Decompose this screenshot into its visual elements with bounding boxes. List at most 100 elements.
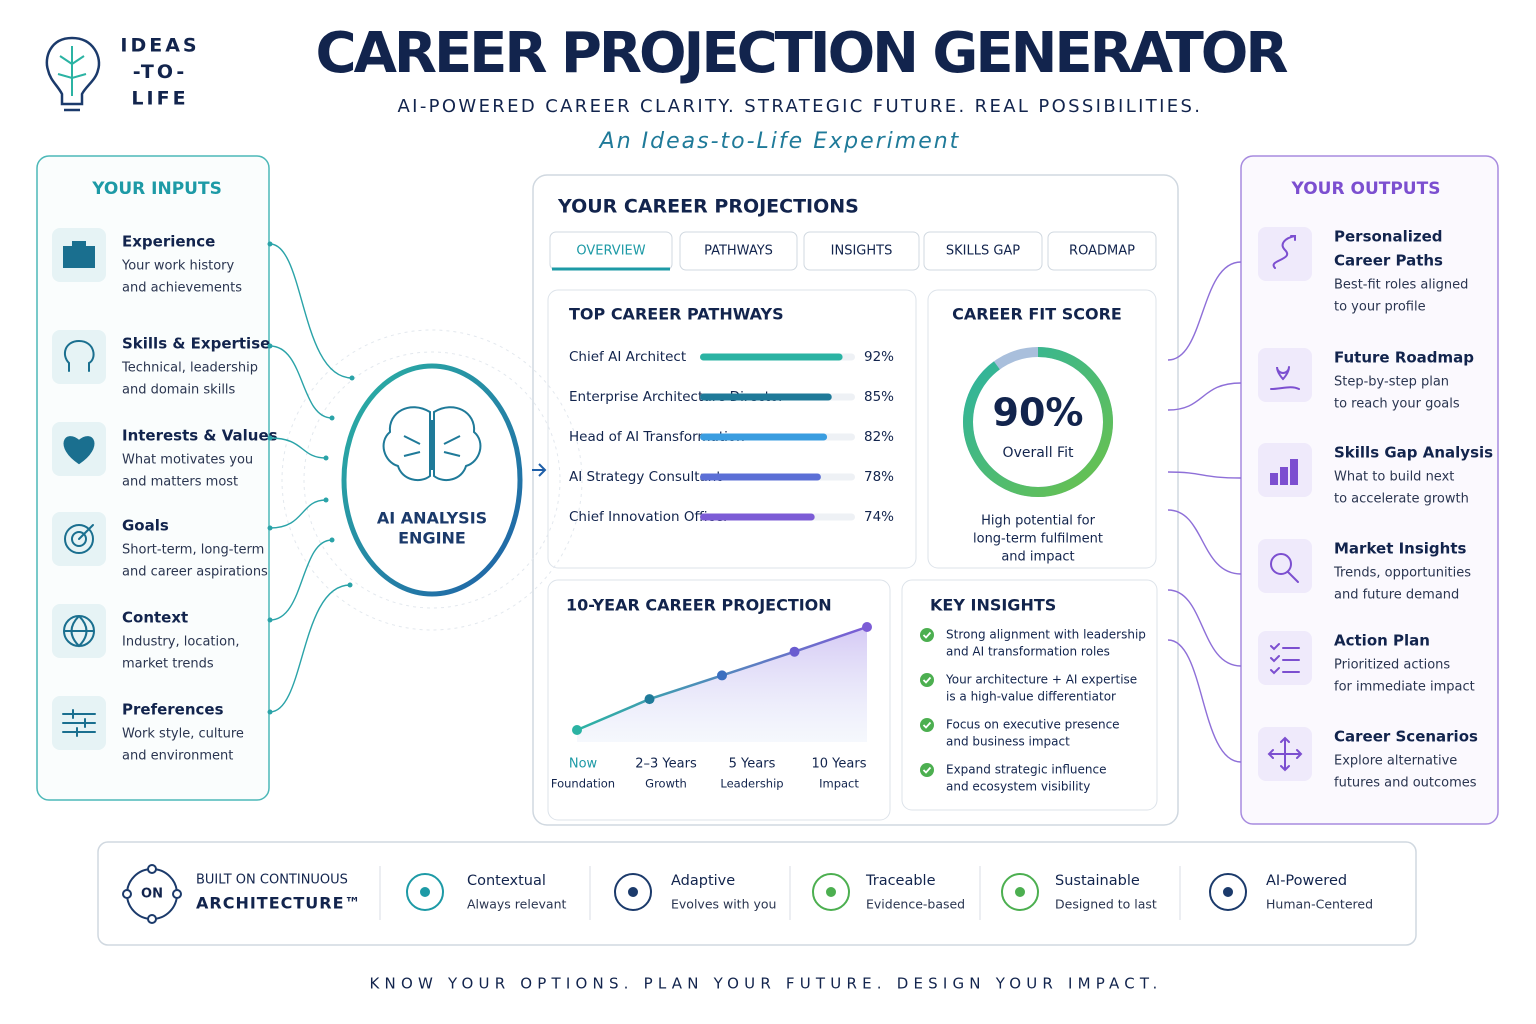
feature-icon-core	[1223, 887, 1233, 897]
output-desc: Trends, opportunities	[1333, 566, 1471, 581]
input-title: Context	[122, 609, 188, 627]
input-desc: Industry, location,	[122, 635, 239, 650]
pathway-name: Head of AI Transformation	[569, 429, 745, 445]
stage-label: 5 Years	[729, 757, 776, 772]
icon-box	[1258, 631, 1312, 685]
icon	[62, 615, 95, 648]
connector-dot	[329, 537, 335, 543]
subtitle: AI-POWERED CAREER CLARITY. STRATEGIC FUT…	[398, 96, 1203, 117]
engine-label: ENGINE	[398, 529, 466, 548]
projections-title: YOUR CAREER PROJECTIONS	[557, 196, 859, 218]
connector	[269, 539, 333, 621]
logo-icon	[45, 36, 101, 112]
insight-text: is a high-value differentiator	[946, 690, 1116, 704]
pathway-value: 74%	[864, 509, 894, 525]
input-desc: Your work history	[121, 259, 234, 274]
tab-label[interactable]: INSIGHTS	[831, 244, 893, 259]
feature-icon-core	[420, 887, 430, 897]
outputs-title: YOUR OUTPUTS	[1291, 179, 1441, 199]
connector-dot	[267, 343, 273, 349]
icon-box	[52, 330, 106, 384]
feature-desc: Designed to last	[1055, 897, 1157, 912]
icon	[1269, 553, 1299, 583]
tab-label[interactable]: ROADMAP	[1069, 244, 1135, 259]
feature-icon	[406, 873, 444, 911]
icon	[63, 339, 95, 372]
icon-box	[1258, 348, 1312, 402]
insights-title: KEY INSIGHTS	[930, 596, 1056, 615]
input-desc: market trends	[122, 657, 214, 672]
insights-card	[901, 579, 1158, 811]
fit-note: long-term fulfilment	[973, 532, 1103, 547]
connector	[1167, 261, 1242, 361]
output-desc: Best-fit roles aligned	[1334, 278, 1468, 293]
feature-icon-core	[826, 887, 836, 897]
fit-value: 90%	[993, 391, 1084, 435]
icon	[63, 241, 95, 268]
connector-dot	[329, 415, 335, 421]
badge-dot	[172, 889, 182, 899]
tagline: An Ideas-to-Life Experiment	[598, 129, 961, 154]
pathway-value: 92%	[864, 349, 894, 365]
engine	[281, 329, 583, 631]
badge-dot	[147, 914, 157, 924]
insight-text: Focus on executive presence	[946, 718, 1120, 732]
icon	[62, 709, 96, 737]
connector	[269, 584, 351, 713]
tab[interactable]	[923, 231, 1043, 271]
point	[644, 694, 655, 705]
output-desc: futures and outcomes	[1334, 776, 1477, 791]
output-desc: for immediate impact	[1334, 680, 1475, 695]
feature-icon-core	[1015, 887, 1025, 897]
feature-title: Contextual	[467, 873, 546, 889]
point	[717, 670, 727, 681]
connector-dot	[347, 582, 353, 588]
input-desc: Work style, culture	[122, 727, 244, 742]
output-desc: to reach your goals	[1334, 397, 1460, 412]
output-desc: Prioritized actions	[1334, 658, 1450, 673]
input-desc: Technical, leadership	[121, 361, 258, 376]
fit-card	[927, 289, 1157, 569]
badge-text: ON	[141, 887, 163, 902]
output-title: Skills Gap Analysis	[1334, 444, 1493, 462]
pathways-title: TOP CAREER PATHWAYS	[569, 305, 784, 324]
tab-label[interactable]: PATHWAYS	[704, 244, 773, 259]
connector-dot	[267, 617, 273, 623]
check	[920, 628, 934, 642]
feature-desc: Evolves with you	[671, 897, 776, 912]
output-desc: Explore alternative	[1334, 754, 1457, 769]
output-title: Career Paths	[1334, 252, 1443, 270]
icon	[1267, 736, 1303, 772]
tab[interactable]	[679, 231, 798, 271]
feature-title: AI-Powered	[1266, 873, 1347, 889]
input-desc: and environment	[122, 749, 233, 764]
tab-label[interactable]: OVERVIEW	[576, 244, 645, 259]
fit-caption: Overall Fit	[1003, 445, 1074, 461]
check	[920, 673, 934, 687]
point	[789, 646, 800, 657]
logo-text: LIFE	[131, 88, 188, 110]
connector	[269, 437, 327, 459]
pathway-name: Chief AI Architect	[569, 349, 686, 365]
footer-line: BUILT ON CONTINUOUS	[196, 873, 348, 888]
input-desc: and matters most	[122, 475, 238, 490]
bar	[700, 393, 832, 401]
icon	[1270, 459, 1298, 485]
fit-note: and impact	[1001, 550, 1074, 565]
tab-label[interactable]: SKILLS GAP	[946, 244, 1020, 259]
feature-icon	[1001, 873, 1039, 911]
ring-fill	[963, 347, 1113, 497]
point	[572, 725, 582, 735]
connector	[1167, 382, 1242, 411]
logo-text: IDEAS	[120, 35, 199, 57]
connector	[1167, 639, 1242, 763]
output-title: Action Plan	[1334, 632, 1430, 650]
tab[interactable]	[803, 231, 920, 271]
tab[interactable]	[1047, 231, 1157, 271]
icon	[63, 524, 94, 554]
icon-box	[1258, 227, 1312, 281]
connector	[1167, 471, 1242, 479]
pathway-value: 82%	[864, 429, 894, 445]
icon	[1270, 366, 1300, 390]
bar	[700, 473, 821, 481]
